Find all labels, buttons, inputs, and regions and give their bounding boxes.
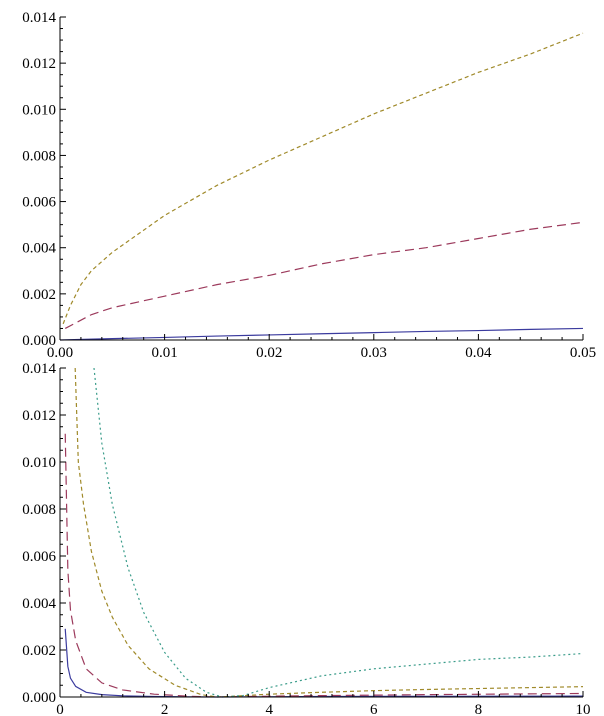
x-tick-label: 0.03 bbox=[361, 345, 387, 361]
x-tick-label: 0 bbox=[56, 702, 64, 716]
y-tick-label: 0.012 bbox=[22, 408, 56, 424]
series-line-2 bbox=[64, 433, 584, 698]
x-tick-label: 10 bbox=[576, 702, 591, 716]
series-line-2 bbox=[64, 221, 584, 329]
y-tick-label: 0.004 bbox=[22, 596, 56, 612]
x-tick-label: 6 bbox=[370, 702, 378, 716]
chart-top: 0.000 0.002 0.004 0.006 0.008 0.010 0.012 0.014… bbox=[22, 10, 596, 361]
y-tick-label: 0.010 bbox=[22, 102, 56, 118]
y-tick-label: 0.006 bbox=[22, 195, 56, 211]
x-tick-label: 8 bbox=[475, 702, 483, 716]
y-tick-label: 0.010 bbox=[22, 455, 56, 471]
y-tick-label: 0.008 bbox=[22, 148, 56, 164]
y-tick-label: 0.004 bbox=[22, 241, 56, 257]
x-tick-label: 4 bbox=[265, 702, 273, 716]
y-tick-label: 0.014 bbox=[22, 10, 56, 26]
series-line-1 bbox=[59, 327, 584, 341]
series-line-3 bbox=[74, 367, 584, 698]
x-tick-label: 0.01 bbox=[151, 345, 177, 361]
y-tick-label: 0.006 bbox=[22, 549, 56, 565]
y-tick-label: 0.014 bbox=[22, 361, 56, 377]
x-tick-label: 2 bbox=[161, 702, 169, 716]
x-tick-label: 0.04 bbox=[465, 345, 492, 361]
series-line-4 bbox=[93, 367, 584, 698]
series-line-3 bbox=[62, 32, 584, 325]
x-tick-label: 0.05 bbox=[570, 345, 596, 361]
y-tick-label: 0.012 bbox=[22, 56, 56, 72]
y-tick-label: 0.008 bbox=[22, 502, 56, 518]
y-tick-label: 0.002 bbox=[22, 287, 56, 303]
x-tick-label: 0.02 bbox=[256, 345, 282, 361]
chart-bottom: 0.000 0.002 0.004 0.006 0.008 0.010 0.012 0.014… bbox=[22, 361, 590, 716]
y-tick-label: 0.000 bbox=[22, 690, 56, 706]
y-tick-label: 0.000 bbox=[22, 333, 56, 349]
x-tick-label: 0.00 bbox=[47, 345, 73, 361]
y-tick-label: 0.002 bbox=[22, 643, 56, 659]
